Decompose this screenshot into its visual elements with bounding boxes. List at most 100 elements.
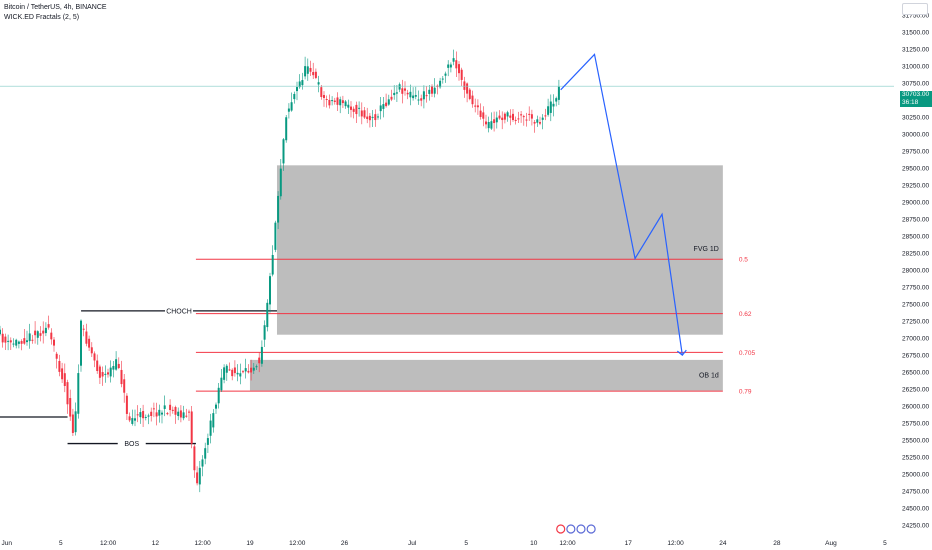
candle-body (96, 360, 99, 371)
candle-body (328, 99, 331, 106)
y-tick-label: 30750.00 (902, 80, 929, 87)
candle-body (50, 332, 53, 340)
x-tick-label: 12:00 (195, 540, 212, 547)
candle-body (468, 89, 471, 99)
candle-body (271, 254, 274, 275)
candle-body (320, 87, 323, 98)
indicator-label[interactable]: WICK.ED Fractals (2, 5) (4, 14, 80, 21)
candle-body (390, 96, 393, 100)
candle-body (368, 115, 371, 121)
candle-body (293, 93, 296, 100)
candle-body (71, 414, 74, 433)
candle-body (412, 95, 415, 99)
candle-body (422, 91, 425, 100)
y-tick-label: 27250.00 (902, 319, 929, 326)
y-tick-label: 29250.00 (902, 183, 929, 190)
candle-body (161, 412, 163, 415)
candle-body (134, 418, 136, 421)
candle-body (220, 377, 223, 391)
y-tick-label: 30250.00 (902, 115, 929, 122)
candle-body (80, 320, 82, 366)
y-tick-label: 26000.00 (902, 404, 929, 411)
candle-body (360, 110, 363, 117)
candle-body (236, 372, 239, 375)
candle-body (34, 330, 37, 336)
candle-body (179, 410, 182, 418)
candle-body (323, 95, 325, 98)
candle-body (182, 412, 185, 419)
candle-body (23, 338, 26, 344)
candle-body (82, 328, 85, 330)
candle-body (112, 366, 115, 370)
zone-ob-1d (249, 359, 723, 391)
candle-body (263, 325, 266, 340)
candle-body (144, 416, 147, 418)
candle-body (387, 99, 390, 105)
candle-body (177, 411, 180, 417)
candle-body (287, 108, 290, 112)
y-tick-label: 31500.00 (902, 29, 929, 36)
candle-body (204, 448, 207, 459)
candle-body (544, 115, 547, 117)
candle-body (485, 121, 487, 125)
event-marker-icon (566, 524, 576, 534)
candle-body (382, 104, 385, 109)
candle-body (304, 66, 307, 77)
candle-body (557, 86, 560, 100)
y-tick-label: 25000.00 (902, 472, 929, 479)
candle-body (425, 95, 428, 97)
y-tick-label: 24500.00 (902, 506, 929, 513)
candle-body (274, 222, 277, 250)
x-tick-label: 5 (883, 540, 887, 547)
candle-body (409, 91, 412, 98)
settings-box[interactable] (902, 3, 928, 15)
candle-body (166, 413, 169, 415)
candle-body (63, 373, 66, 386)
last-price-countdown: 36:18 (902, 99, 919, 106)
candle-body (487, 122, 490, 129)
y-tick-label: 25750.00 (902, 421, 929, 428)
candle-body (247, 370, 250, 373)
candle-body (53, 339, 55, 346)
y-tick-label: 29000.00 (902, 200, 929, 207)
candle-body (1, 333, 4, 343)
y-tick-label: 27500.00 (902, 302, 929, 309)
candle-body (552, 103, 555, 107)
structure-label-bg (117, 438, 146, 448)
candle-body (528, 113, 531, 115)
candle-body (366, 116, 369, 120)
candle-body (374, 114, 377, 121)
candle-body (306, 66, 309, 74)
structure-label-choch: CHOCH (166, 308, 192, 315)
candle-body (120, 369, 123, 385)
candle-body (174, 407, 177, 415)
candle-body (12, 343, 15, 345)
candle-body (490, 121, 493, 129)
candle-body (7, 340, 10, 342)
candle-body (17, 341, 20, 344)
y-tick-label: 27750.00 (902, 285, 929, 292)
candle-body (150, 411, 153, 416)
y-tick-label: 26250.00 (902, 387, 929, 394)
candle-body (225, 365, 228, 373)
candle-body (433, 87, 436, 94)
y-tick-label: 29750.00 (902, 149, 929, 156)
candle-body (539, 122, 541, 124)
candle-body (269, 276, 271, 305)
x-tick-label: 5 (59, 540, 63, 547)
candle-body (223, 367, 226, 380)
candle-body (277, 195, 280, 223)
candle-body (333, 100, 336, 102)
candle-body (198, 467, 201, 485)
candle-body (77, 373, 80, 414)
candle-body (428, 89, 431, 94)
candle-body (147, 415, 150, 417)
candle-body (530, 114, 533, 119)
candle-body (260, 346, 263, 364)
structure-label-bg (165, 305, 194, 315)
candle-body (498, 115, 501, 119)
candle-body (463, 81, 466, 90)
structure-label-bos: BOS (124, 441, 139, 448)
candle-body (158, 409, 161, 416)
